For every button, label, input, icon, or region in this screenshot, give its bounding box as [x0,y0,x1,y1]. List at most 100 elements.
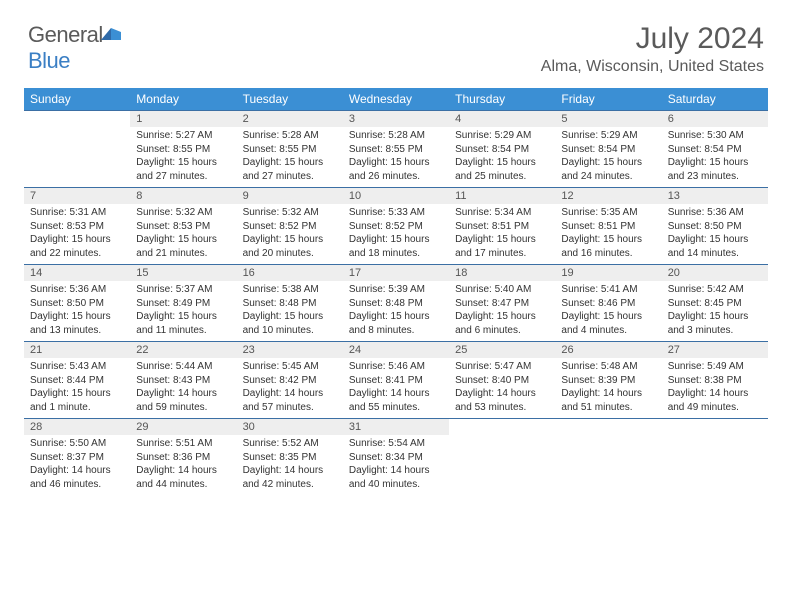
weekday-header: Saturday [662,88,768,110]
header: General Blue July 2024 Alma, Wisconsin, … [0,0,792,80]
day-body: Sunrise: 5:39 AMSunset: 8:48 PMDaylight:… [343,281,449,341]
day-number: 29 [130,418,236,435]
sunset: Sunset: 8:54 PM [668,143,762,157]
sunrise: Sunrise: 5:43 AM [30,360,124,374]
day-number: 13 [662,187,768,204]
sunrise: Sunrise: 5:28 AM [243,129,337,143]
daylight: Daylight: 15 hours and 20 minutes. [243,233,337,260]
day-number: 14 [24,264,130,281]
calendar-cell: 18Sunrise: 5:40 AMSunset: 8:47 PMDayligh… [449,264,555,341]
sunset: Sunset: 8:46 PM [561,297,655,311]
day-number: 12 [555,187,661,204]
day-number: 27 [662,341,768,358]
sunset: Sunset: 8:53 PM [136,220,230,234]
weekday-header: Sunday [24,88,130,110]
sunset: Sunset: 8:36 PM [136,451,230,465]
daylight: Daylight: 15 hours and 22 minutes. [30,233,124,260]
day-body: Sunrise: 5:52 AMSunset: 8:35 PMDaylight:… [237,435,343,495]
day-number: 20 [662,264,768,281]
calendar-cell: 27Sunrise: 5:49 AMSunset: 8:38 PMDayligh… [662,341,768,418]
sunrise: Sunrise: 5:42 AM [668,283,762,297]
sunset: Sunset: 8:40 PM [455,374,549,388]
sunrise: Sunrise: 5:38 AM [243,283,337,297]
calendar-cell: 25Sunrise: 5:47 AMSunset: 8:40 PMDayligh… [449,341,555,418]
sunset: Sunset: 8:43 PM [136,374,230,388]
day-body [449,423,555,429]
title-block: July 2024 Alma, Wisconsin, United States [541,22,764,76]
daylight: Daylight: 14 hours and 42 minutes. [243,464,337,491]
calendar-cell: 10Sunrise: 5:33 AMSunset: 8:52 PMDayligh… [343,187,449,264]
daylight: Daylight: 14 hours and 57 minutes. [243,387,337,414]
sunrise: Sunrise: 5:31 AM [30,206,124,220]
day-number: 19 [555,264,661,281]
day-body: Sunrise: 5:45 AMSunset: 8:42 PMDaylight:… [237,358,343,418]
daylight: Daylight: 14 hours and 44 minutes. [136,464,230,491]
sunset: Sunset: 8:53 PM [30,220,124,234]
sunrise: Sunrise: 5:40 AM [455,283,549,297]
sunset: Sunset: 8:55 PM [349,143,443,157]
daylight: Daylight: 15 hours and 17 minutes. [455,233,549,260]
day-number: 16 [237,264,343,281]
sunrise: Sunrise: 5:36 AM [668,206,762,220]
sunrise: Sunrise: 5:32 AM [136,206,230,220]
day-body: Sunrise: 5:40 AMSunset: 8:47 PMDaylight:… [449,281,555,341]
sunset: Sunset: 8:35 PM [243,451,337,465]
day-body: Sunrise: 5:36 AMSunset: 8:50 PMDaylight:… [662,204,768,264]
calendar-cell: 30Sunrise: 5:52 AMSunset: 8:35 PMDayligh… [237,418,343,495]
daylight: Daylight: 14 hours and 53 minutes. [455,387,549,414]
calendar-cell: 14Sunrise: 5:36 AMSunset: 8:50 PMDayligh… [24,264,130,341]
daylight: Daylight: 15 hours and 21 minutes. [136,233,230,260]
day-body: Sunrise: 5:32 AMSunset: 8:52 PMDaylight:… [237,204,343,264]
day-body: Sunrise: 5:34 AMSunset: 8:51 PMDaylight:… [449,204,555,264]
calendar-cell [24,110,130,187]
sunset: Sunset: 8:41 PM [349,374,443,388]
day-number: 9 [237,187,343,204]
daylight: Daylight: 15 hours and 26 minutes. [349,156,443,183]
day-number: 4 [449,110,555,127]
sunrise: Sunrise: 5:37 AM [136,283,230,297]
day-body: Sunrise: 5:30 AMSunset: 8:54 PMDaylight:… [662,127,768,187]
day-body: Sunrise: 5:42 AMSunset: 8:45 PMDaylight:… [662,281,768,341]
calendar-cell: 9Sunrise: 5:32 AMSunset: 8:52 PMDaylight… [237,187,343,264]
calendar-cell: 1Sunrise: 5:27 AMSunset: 8:55 PMDaylight… [130,110,236,187]
day-number: 25 [449,341,555,358]
day-body: Sunrise: 5:43 AMSunset: 8:44 PMDaylight:… [24,358,130,418]
sunrise: Sunrise: 5:35 AM [561,206,655,220]
weekday-header: Thursday [449,88,555,110]
sunset: Sunset: 8:44 PM [30,374,124,388]
day-number: 26 [555,341,661,358]
calendar-cell: 26Sunrise: 5:48 AMSunset: 8:39 PMDayligh… [555,341,661,418]
calendar-cell: 23Sunrise: 5:45 AMSunset: 8:42 PMDayligh… [237,341,343,418]
weekday-header: Friday [555,88,661,110]
logo-mark-icon [101,22,123,38]
day-number: 22 [130,341,236,358]
sunset: Sunset: 8:42 PM [243,374,337,388]
daylight: Daylight: 14 hours and 51 minutes. [561,387,655,414]
calendar-cell: 22Sunrise: 5:44 AMSunset: 8:43 PMDayligh… [130,341,236,418]
day-number: 6 [662,110,768,127]
day-number: 10 [343,187,449,204]
daylight: Daylight: 14 hours and 46 minutes. [30,464,124,491]
daylight: Daylight: 15 hours and 16 minutes. [561,233,655,260]
day-body [24,115,130,121]
sunrise: Sunrise: 5:33 AM [349,206,443,220]
calendar-cell: 15Sunrise: 5:37 AMSunset: 8:49 PMDayligh… [130,264,236,341]
day-body: Sunrise: 5:50 AMSunset: 8:37 PMDaylight:… [24,435,130,495]
sunset: Sunset: 8:39 PM [561,374,655,388]
sunrise: Sunrise: 5:52 AM [243,437,337,451]
month-title: July 2024 [541,22,764,56]
day-body [555,423,661,429]
sunset: Sunset: 8:48 PM [349,297,443,311]
calendar-cell: 4Sunrise: 5:29 AMSunset: 8:54 PMDaylight… [449,110,555,187]
daylight: Daylight: 15 hours and 4 minutes. [561,310,655,337]
weekday-header: Wednesday [343,88,449,110]
daylight: Daylight: 15 hours and 24 minutes. [561,156,655,183]
calendar-cell: 8Sunrise: 5:32 AMSunset: 8:53 PMDaylight… [130,187,236,264]
sunset: Sunset: 8:50 PM [668,220,762,234]
logo-word-1: General [28,22,103,47]
sunrise: Sunrise: 5:32 AM [243,206,337,220]
day-body: Sunrise: 5:49 AMSunset: 8:38 PMDaylight:… [662,358,768,418]
day-number: 17 [343,264,449,281]
sunset: Sunset: 8:38 PM [668,374,762,388]
sunrise: Sunrise: 5:45 AM [243,360,337,374]
